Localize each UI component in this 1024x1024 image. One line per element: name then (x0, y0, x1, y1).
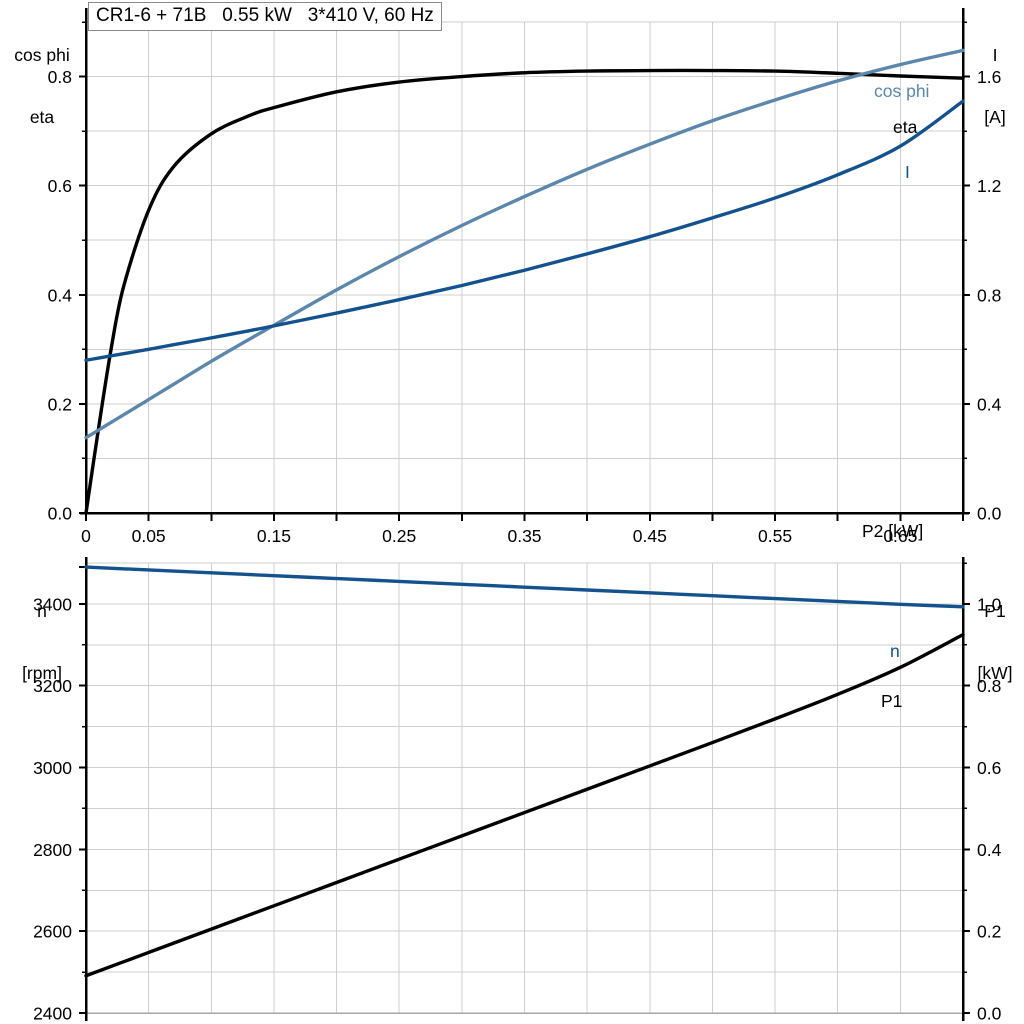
tick-label-right: 0.8 (977, 676, 1001, 696)
curve-speed (84, 565, 965, 609)
top-right-axis-title-line2: [A] (984, 107, 1006, 128)
tick-label-left: 2600 (33, 922, 72, 942)
tick-label-left: 3000 (33, 758, 72, 778)
top-left-axis-title-line1: cos phi (14, 45, 70, 66)
tick-label-x: 0.05 (132, 526, 166, 546)
curve-power (84, 632, 965, 978)
tick-label-right: 1.0 (977, 594, 1002, 614)
top-chart-tick-labels: 0.0 0.2 0.4 0.6 0.8 0.0 0.4 0.8 1.2 1.6 0 0.05 0.15 0… (48, 67, 1002, 546)
curve-label-eta: eta (893, 117, 918, 137)
top-left-axis-title: cos phi eta (2, 4, 82, 169)
tick-label-right: 0.4 (977, 394, 1002, 414)
tick-label-left: 2400 (33, 1004, 72, 1024)
tick-label-right: 0.8 (977, 285, 1001, 305)
tick-label-left: 0.0 (48, 504, 73, 524)
top-right-axis-title: I [A] (968, 4, 1022, 169)
tick-label-left: 0.8 (48, 67, 72, 87)
top-x-axis-title: P2 [kW] (862, 521, 924, 541)
top-chart-gridlines (86, 21, 964, 513)
bottom-left-axis-title-line1: n (37, 601, 47, 622)
top-chart-panel: cos phi eta I [A] CR1-6 + 71B 0.55 kW 3*… (2, 2, 1022, 546)
tick-label-x: 0 (81, 526, 91, 546)
chart-title: CR1-6 + 71B 0.55 kW 3*410 V, 60 Hz (88, 2, 442, 31)
tick-label-right: 0.0 (977, 1004, 1002, 1024)
tick-label-right: 1.2 (977, 176, 1001, 196)
tick-label-right: 0.0 (977, 504, 1002, 524)
curve-label-cos-phi: cos phi (874, 81, 930, 101)
curve-cos-phi (84, 48, 965, 440)
tick-label-left: 2800 (33, 840, 72, 860)
bottom-left-axis-title: n [rpm] (2, 560, 82, 725)
bottom-chart-tick-labels: 2400 2600 2800 3000 3200 3400 0.0 0.2 0.4 0.6 0.8 1… (33, 594, 1002, 1023)
tick-label-x: 0.35 (507, 526, 541, 546)
top-right-axis-title-line1: I (992, 45, 998, 66)
tick-label-x: 0.25 (382, 526, 416, 546)
tick-label-x: 0.45 (633, 526, 667, 546)
tick-label-x: 0.65 (883, 526, 917, 546)
bottom-right-axis-title-line2: [kW] (977, 663, 1013, 684)
curve-label-power: P1 (881, 691, 903, 711)
curve-label-speed: n (890, 641, 900, 661)
bottom-chart-curves (84, 565, 965, 978)
top-chart-curves (84, 48, 965, 515)
tick-label-left: 0.2 (48, 394, 72, 414)
tick-label-left: 3400 (33, 594, 72, 614)
curve-eta (84, 68, 965, 515)
top-left-axis-title-line2: eta (29, 107, 55, 128)
bottom-chart-panel: n [rpm] P1 [kW] 2400 2600 2800 3000 3200 3400… (0, 548, 1024, 1024)
bottom-right-axis-title-line1: P1 (984, 601, 1006, 622)
bottom-chart-plot: 2400 2600 2800 3000 3200 3400 0.0 0.2 0.4 0.6 0.8 1… (33, 557, 1002, 1024)
bottom-chart-gridlines (86, 562, 964, 1014)
curve-current (84, 99, 965, 362)
tick-label-right: 0.4 (977, 840, 1002, 860)
top-chart-ticks (79, 21, 970, 521)
bottom-right-axis-title: P1 [kW] (966, 560, 1024, 725)
tick-label-left: 0.4 (48, 285, 73, 305)
tick-label-x: 0.55 (758, 526, 792, 546)
top-chart-plot: 0.0 0.2 0.4 0.6 0.8 0.0 0.4 0.8 1.2 1.6 0 0.05 0.15 0… (48, 8, 1002, 546)
tick-label-right: 0.2 (977, 922, 1001, 942)
tick-label-right: 1.6 (977, 67, 1001, 87)
bottom-left-axis-title-line2: [rpm] (22, 663, 62, 684)
tick-label-right: 0.6 (977, 758, 1001, 778)
curve-label-current: I (905, 162, 910, 182)
tick-label-x: 0.15 (257, 526, 291, 546)
tick-label-left: 0.6 (48, 176, 72, 196)
tick-label-left: 3200 (33, 676, 72, 696)
bottom-chart-ticks (79, 562, 970, 1014)
